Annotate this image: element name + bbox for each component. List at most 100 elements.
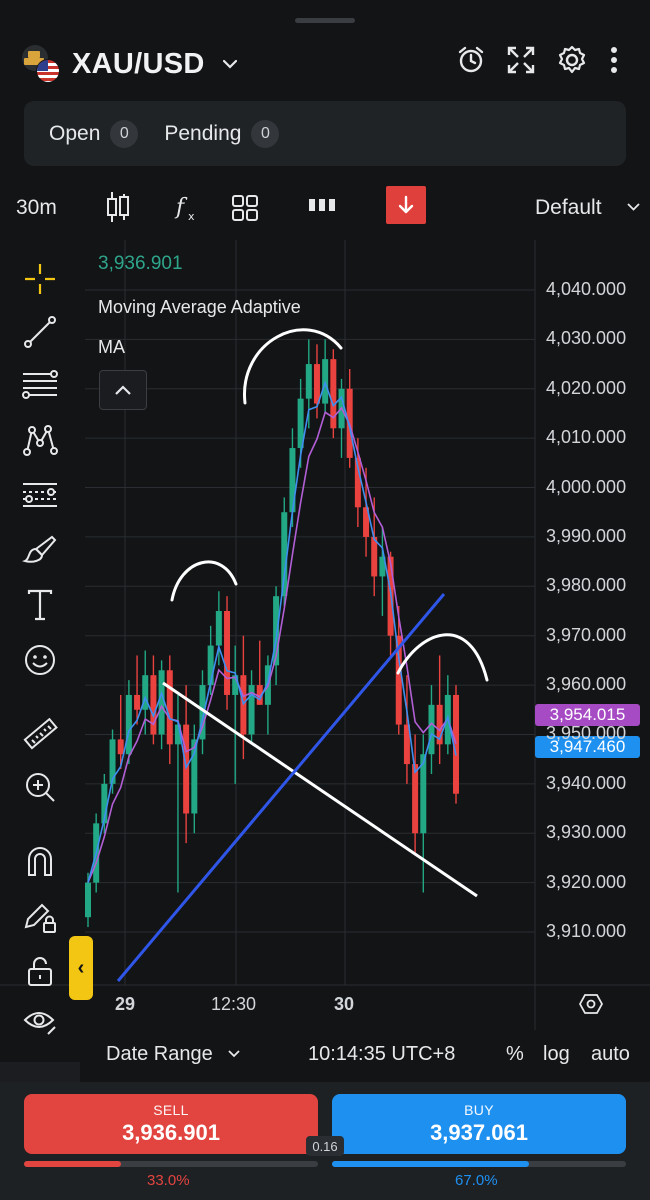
price-axis-label: 3,930.000: [546, 822, 627, 843]
pencil-lock-icon: [24, 903, 56, 933]
candle-body: [354, 457, 361, 508]
sell-button[interactable]: SELL 3,936.901: [24, 1094, 318, 1154]
ruler-icon: [23, 717, 58, 750]
layout-grid-icon[interactable]: [231, 194, 259, 222]
buy-sentiment-fill: [332, 1161, 529, 1167]
price-axis-label: 3,940.000: [546, 772, 627, 793]
price-axis-label: 3,960.000: [546, 674, 627, 695]
orders-panel: Open 0 Pending 0: [24, 101, 626, 166]
crosshair-icon: [25, 264, 55, 294]
symbol-selector[interactable]: XAU/USD: [22, 44, 237, 84]
chevron-down-icon[interactable]: [627, 202, 640, 212]
ma-line-blue: [87, 380, 457, 883]
timeframe-selector[interactable]: 30m: [16, 196, 57, 219]
visibility-tool[interactable]: [21, 1002, 59, 1040]
text-tool[interactable]: [21, 586, 59, 624]
sell-percentage: 33.0%: [147, 1172, 190, 1189]
candle-body: [428, 704, 435, 755]
candle-body: [256, 685, 263, 705]
trendline-tool[interactable]: [21, 313, 59, 351]
chevron-down-icon[interactable]: [228, 1049, 240, 1058]
candle-body: [166, 670, 173, 745]
eye-icon: [23, 1012, 56, 1035]
candle-body: [150, 675, 157, 735]
price-axis-label: 3,950.000: [546, 723, 627, 744]
gear-icon[interactable]: [556, 44, 588, 76]
candle-body: [363, 507, 370, 537]
price-axis-label: 3,920.000: [546, 871, 627, 892]
ma-price-tag: 3,954.015: [535, 703, 640, 726]
candle-body: [125, 694, 132, 755]
measure-lines-tool[interactable]: [21, 476, 59, 514]
fullscreen-icon[interactable]: [506, 45, 536, 75]
ma-line-purple: [87, 406, 457, 883]
last-price-tag: 3,947.460: [535, 736, 640, 758]
candle-body: [305, 364, 312, 399]
svg-text:x: x: [188, 210, 195, 223]
svg-text:f: f: [174, 195, 188, 220]
drag-handle[interactable]: [295, 18, 355, 23]
fib-lines-icon: [22, 370, 58, 399]
price-axis-label: 3,970.000: [546, 624, 627, 645]
price-axis-label: 3,910.000: [546, 921, 627, 941]
buy-button[interactable]: BUY 3,937.061: [332, 1094, 626, 1154]
magnet-tool[interactable]: [21, 843, 59, 881]
price-axis-label: 4,030.000: [546, 328, 627, 349]
order-arrow-button[interactable]: [386, 186, 426, 224]
text-icon: [27, 589, 53, 621]
candle-body: [207, 645, 214, 686]
legend-ma[interactable]: MA: [98, 337, 125, 357]
pencil-lock-tool[interactable]: [21, 898, 59, 936]
crosshair-tool[interactable]: [21, 260, 59, 298]
toolbar-collapse-button[interactable]: ‹: [69, 936, 93, 1000]
candle-body: [436, 704, 443, 745]
candle-body: [158, 670, 165, 735]
spread-badge: 0.16: [306, 1136, 344, 1156]
tab-pending-label: Pending: [164, 121, 242, 145]
candle-body: [134, 694, 141, 710]
buy-percentage: 67.0%: [455, 1172, 498, 1189]
candle-body: [420, 754, 427, 834]
arc-annotation: [170, 560, 238, 602]
layout-selector[interactable]: Default: [535, 196, 602, 219]
candlestick-icon[interactable]: [104, 190, 132, 224]
chevron-left-icon: ‹: [77, 956, 85, 979]
trendline-icon: [24, 316, 56, 348]
sell-price: 3,936.901: [122, 1120, 220, 1145]
brush-tool[interactable]: [21, 531, 59, 569]
chart-settings-icon[interactable]: [579, 992, 603, 1016]
legend-indicator[interactable]: Moving Average Adaptive: [98, 297, 301, 317]
clock-timezone[interactable]: 10:14:35 UTC+8: [308, 1043, 456, 1065]
price-axis-label: 4,000.000: [546, 476, 627, 497]
zoom-in-tool[interactable]: [21, 768, 59, 806]
date-range-button[interactable]: Date Range: [106, 1043, 213, 1065]
tab-open[interactable]: Open 0: [49, 119, 139, 148]
candle-body: [313, 364, 320, 404]
legend-collapse-button[interactable]: [99, 370, 147, 410]
lock-icon: [28, 957, 52, 986]
auto-scale-toggle[interactable]: auto: [591, 1043, 630, 1065]
price-chart[interactable]: [0, 240, 650, 1030]
candle-body: [199, 685, 206, 740]
zoom-in-icon: [26, 773, 55, 802]
date-label-1230: 12:30: [211, 994, 257, 1014]
gold-usd-logo-icon: [22, 45, 60, 83]
alarm-clock-icon[interactable]: [456, 45, 486, 75]
ruler-tool[interactable]: [21, 715, 59, 753]
candle-body: [330, 359, 337, 429]
chevron-down-icon: [222, 59, 237, 69]
fib-lines-tool[interactable]: [21, 366, 59, 404]
candle-body: [281, 512, 288, 597]
percent-scale-toggle[interactable]: %: [506, 1043, 524, 1065]
candle-body: [379, 556, 386, 577]
tab-pending[interactable]: Pending 0: [164, 119, 280, 148]
more-vertical-icon[interactable]: [608, 45, 620, 75]
buy-price: 3,937.061: [430, 1120, 528, 1145]
lock-tool[interactable]: [21, 952, 59, 990]
indicator-fx-icon[interactable]: f x: [174, 190, 202, 224]
arc-annotation: [243, 328, 343, 405]
log-scale-toggle[interactable]: log: [543, 1043, 570, 1065]
emoji-tool[interactable]: [21, 641, 59, 679]
bar-style-icon[interactable]: [307, 197, 337, 215]
pattern-tool[interactable]: [21, 420, 59, 458]
